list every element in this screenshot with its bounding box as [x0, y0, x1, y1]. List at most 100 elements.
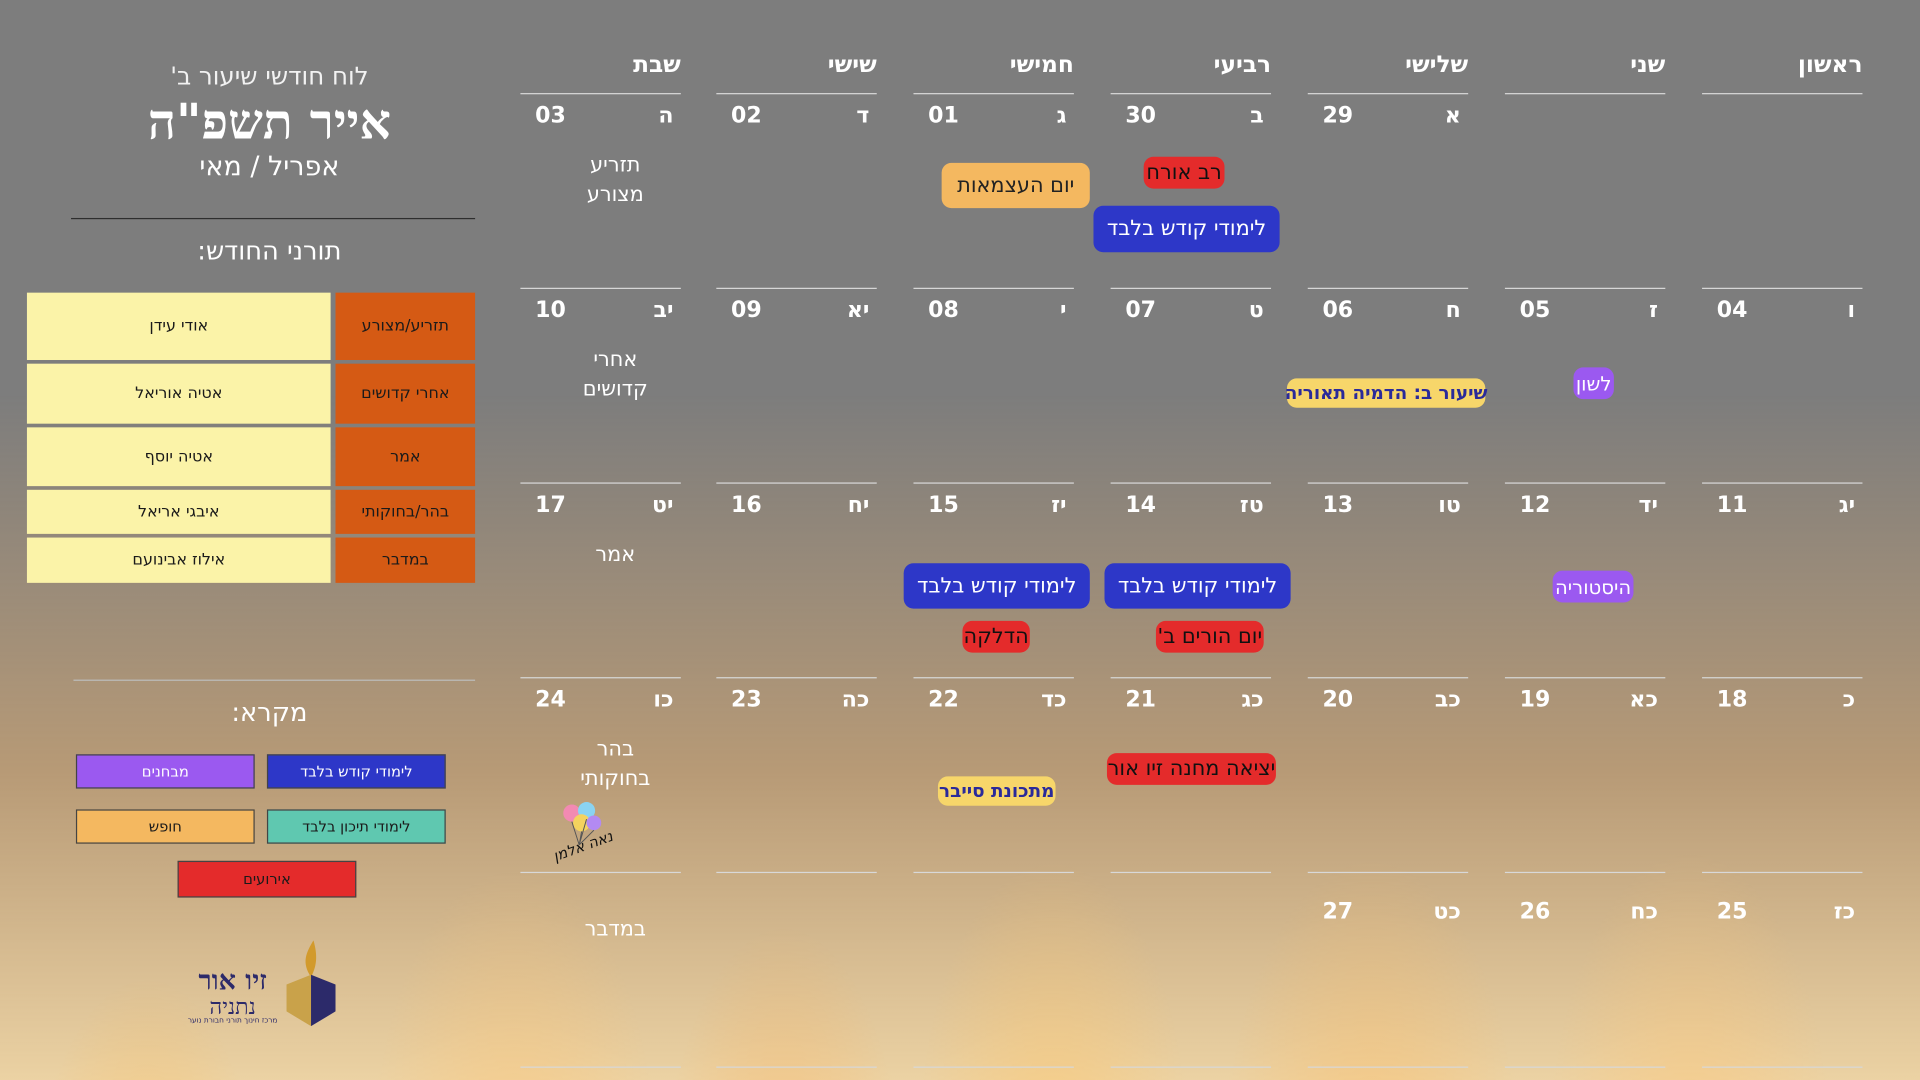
flame-logo-icon: [284, 940, 338, 1027]
hebrew-date: יח: [847, 492, 870, 518]
legend-item-exams: מבחנים: [75, 754, 255, 789]
parasha-note-line: אחרי: [593, 347, 638, 373]
page-title: אייר תשפ"ה: [147, 93, 391, 151]
legend-item-vacation: חופש: [75, 809, 255, 844]
day-number: 14: [1125, 492, 1157, 518]
day-cell-divider: [716, 287, 877, 289]
parasha-note: בהר בחוקותי: [545, 735, 686, 794]
day-cell-divider: [716, 677, 877, 679]
logo-tagline: מרכז חינוך תורני חבורת נוער: [187, 1016, 278, 1025]
day-cell-divider: [1504, 871, 1666, 874]
hebrew-date: ב: [1250, 102, 1264, 129]
hebrew-date: ו: [1847, 297, 1856, 324]
event-kodesh-only[interactable]: לימודי קודש בלבד: [1093, 205, 1280, 253]
day-cell-divider: [1110, 93, 1272, 95]
parasha-note: תזריע מצורע: [545, 151, 686, 210]
day-number: 23: [731, 686, 762, 713]
day-number: 11: [1716, 492, 1748, 518]
day-cell-divider: [1504, 482, 1666, 484]
day-cell-divider: [1702, 871, 1863, 874]
day-number: 10: [535, 297, 566, 324]
day-cell-divider: [913, 1066, 1074, 1068]
topic-parasha: בהר/בחוקותי: [335, 489, 476, 534]
weekday-header: שני: [1630, 51, 1666, 79]
day-number: 19: [1519, 686, 1551, 713]
day-cell-divider: [1702, 93, 1863, 95]
header-divider: [71, 217, 476, 220]
parasha-note: אמר: [545, 540, 686, 569]
parasha-note-line: אמר: [595, 542, 636, 567]
event-cyber-exam[interactable]: מתכונת סייבר: [937, 776, 1056, 806]
hebrew-date: כא: [1629, 686, 1658, 713]
topic-name: אילוז אבינועם: [26, 537, 331, 583]
logo-line1: זיו אור: [198, 964, 267, 997]
event-exam-lashon[interactable]: לשון: [1573, 367, 1614, 400]
hebrew-date: א: [1444, 102, 1461, 129]
day-cell-divider: [1702, 482, 1863, 484]
day-number: 25: [1716, 898, 1748, 925]
logo-line2: נתניה: [209, 994, 256, 1021]
day-cell-divider: [1110, 1066, 1272, 1068]
legend-item-highschool: לימודי תיכון בלבד: [266, 809, 446, 844]
day-number: 17: [535, 492, 566, 518]
gregorian-months: אפריל / מאי: [199, 151, 340, 183]
day-cell-divider: [1307, 677, 1469, 679]
hebrew-date: טז: [1239, 492, 1264, 518]
topic-parasha: אחרי קדושים: [335, 363, 476, 424]
day-number: 01: [928, 102, 959, 129]
day-number: 07: [1125, 297, 1157, 324]
event-independence-day[interactable]: יום העצמאות: [941, 162, 1090, 209]
day-cell-divider: [1110, 482, 1272, 484]
parasha-note-line: בהר: [596, 737, 635, 762]
parasha-note-line: במדבר: [584, 917, 646, 942]
topic-name: אטיה אוריאל: [26, 363, 331, 424]
day-cell-divider: [1702, 677, 1863, 679]
day-cell-divider: [1504, 287, 1666, 289]
topic-name: איבגי אריאל: [26, 489, 331, 534]
calendar-subtitle: לוח חודשי שיעור ב': [170, 61, 369, 91]
hebrew-date: כט: [1433, 898, 1461, 925]
event-guest-rabbi[interactable]: רב אורח: [1143, 156, 1225, 189]
event-kodesh-only[interactable]: לימודי קודש בלבד: [1104, 563, 1291, 609]
day-number: 02: [731, 102, 762, 129]
day-number: 29: [1322, 102, 1354, 129]
day-cell-divider: [716, 1066, 877, 1068]
day-cell-divider: [913, 482, 1074, 484]
topic-parasha: במדבר: [335, 537, 476, 583]
hebrew-date: יב: [653, 297, 674, 324]
hebrew-date: ז: [1649, 297, 1658, 324]
event-exam-history[interactable]: היסטוריה: [1552, 570, 1634, 603]
hebrew-date: כו: [653, 686, 674, 713]
event-camp-trip[interactable]: יציאה מחנה זיו אור: [1106, 753, 1276, 785]
event-lag-baomer-bonfire[interactable]: הדלקה: [962, 620, 1030, 653]
hebrew-date: כד: [1041, 686, 1067, 713]
parasha-note-line: תזריע: [590, 153, 641, 178]
hebrew-date: יד: [1638, 492, 1658, 518]
day-cell-divider: [520, 677, 681, 679]
parasha-note-line: בחוקותי: [580, 766, 651, 792]
day-cell-divider: [520, 93, 681, 95]
day-cell-divider: [913, 93, 1074, 95]
topic-parasha: תזריע/מצורע: [335, 292, 476, 361]
day-cell-divider: [520, 287, 681, 289]
day-cell-divider: [1504, 93, 1666, 95]
weekday-header: שלישי: [1405, 51, 1469, 79]
event-kodesh-only[interactable]: לימודי קודש בלבד: [903, 563, 1090, 609]
event-parents-day[interactable]: יום הורים ב': [1155, 620, 1264, 653]
topic-row: אטיה יוסף אמר: [26, 427, 476, 487]
topic-row: אילוז אבינועם במדבר: [26, 537, 476, 583]
hebrew-date: כג: [1241, 686, 1264, 713]
day-cell-divider: [1110, 677, 1272, 679]
day-number: 16: [731, 492, 762, 518]
day-number: 04: [1716, 297, 1748, 324]
hebrew-date: כח: [1630, 898, 1658, 925]
day-cell-divider: [716, 93, 877, 95]
weekday-header: רביעי: [1213, 51, 1272, 79]
weekday-header: חמישי: [1009, 51, 1074, 79]
day-number: 21: [1125, 686, 1157, 713]
event-shiur-theory[interactable]: שיעור ב: הדמיה תאוריה: [1285, 378, 1487, 408]
day-number: 30: [1125, 102, 1157, 129]
topic-parasha: אמר: [335, 427, 476, 487]
topic-row: אודי עידן תזריע/מצורע: [26, 292, 476, 361]
legend-item-events: אירועים: [177, 860, 357, 898]
